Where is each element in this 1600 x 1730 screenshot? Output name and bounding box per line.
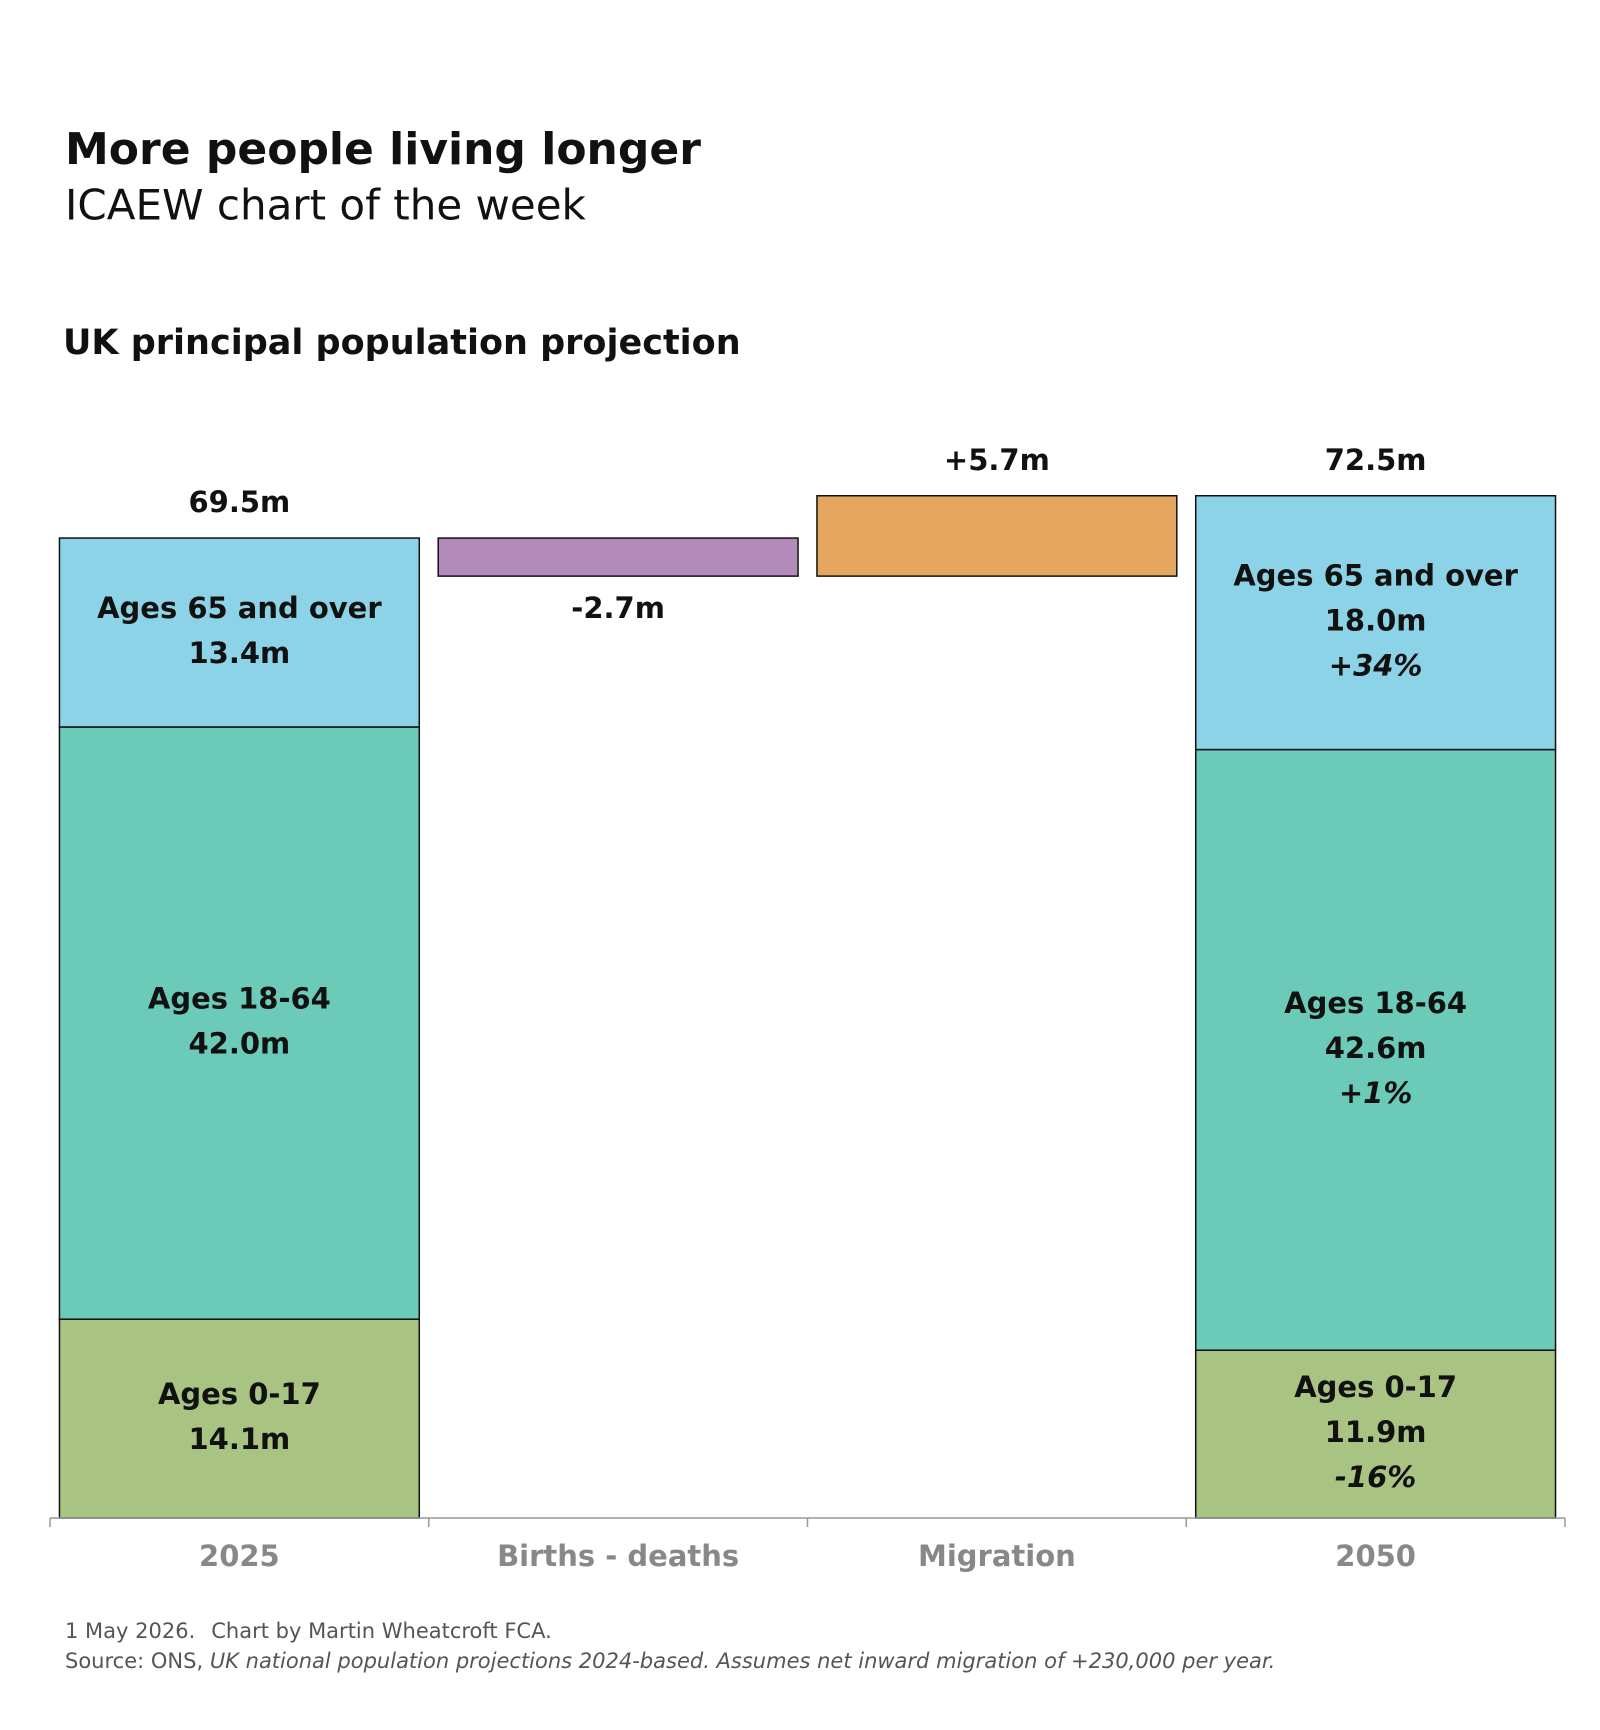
x-tick-label: 2050 xyxy=(1335,1539,1416,1573)
source: Source: ONS, UK national population proj… xyxy=(65,1649,1275,1673)
segment-value: 18.0m xyxy=(1325,604,1427,638)
chart-subtitle: ICAEW chart of the week xyxy=(65,181,587,230)
total-label: 69.5m xyxy=(188,485,290,519)
plot-title: UK principal population projection xyxy=(63,323,741,363)
segment-value: 42.0m xyxy=(188,1027,290,1061)
segment-value: 42.6m xyxy=(1325,1031,1427,1065)
segment xyxy=(58,1318,421,1519)
footnote: 1 May 2026. Chart by Martin Wheatcroft FC… xyxy=(65,1619,552,1643)
segment-change: -16% xyxy=(1335,1460,1416,1494)
change-label: +5.7m xyxy=(944,443,1050,477)
source-text: UK national population projections 2024-… xyxy=(210,1649,1275,1673)
x-tick-label: Births - deaths xyxy=(497,1539,739,1573)
segment xyxy=(58,726,421,1320)
segment xyxy=(1194,495,1557,751)
segment-name: Ages 0-17 xyxy=(158,1377,321,1411)
segment xyxy=(58,537,421,728)
change-label: -2.7m xyxy=(571,591,665,625)
segment-value: 13.4m xyxy=(188,636,290,670)
segment-name: Ages 18-64 xyxy=(148,982,331,1016)
x-tick-label: Migration xyxy=(918,1539,1076,1573)
segment xyxy=(1194,748,1557,1351)
source-label: Source: ONS, xyxy=(65,1649,203,1673)
note: Chart by Martin Wheatcroft FCA. xyxy=(211,1619,552,1643)
segment-value: 11.9m xyxy=(1325,1415,1427,1449)
change-bar xyxy=(816,495,1178,577)
segment-name: Ages 0-17 xyxy=(1294,1370,1457,1404)
segment-name: Ages 65 and over xyxy=(97,591,382,625)
segment-value: 14.1m xyxy=(188,1422,290,1456)
segment xyxy=(1194,1349,1557,1519)
note: 1 May 2026. xyxy=(65,1619,195,1643)
total-label: 72.5m xyxy=(1325,443,1427,477)
chart-title: More people living longer xyxy=(65,124,701,175)
segment-name: Ages 65 and over xyxy=(1233,559,1518,593)
segment-name: Ages 18-64 xyxy=(1284,986,1467,1020)
segment-change: +1% xyxy=(1339,1076,1413,1110)
change-bar xyxy=(437,537,799,577)
segment-change: +34% xyxy=(1329,649,1423,683)
x-tick-label: 2025 xyxy=(199,1539,280,1573)
